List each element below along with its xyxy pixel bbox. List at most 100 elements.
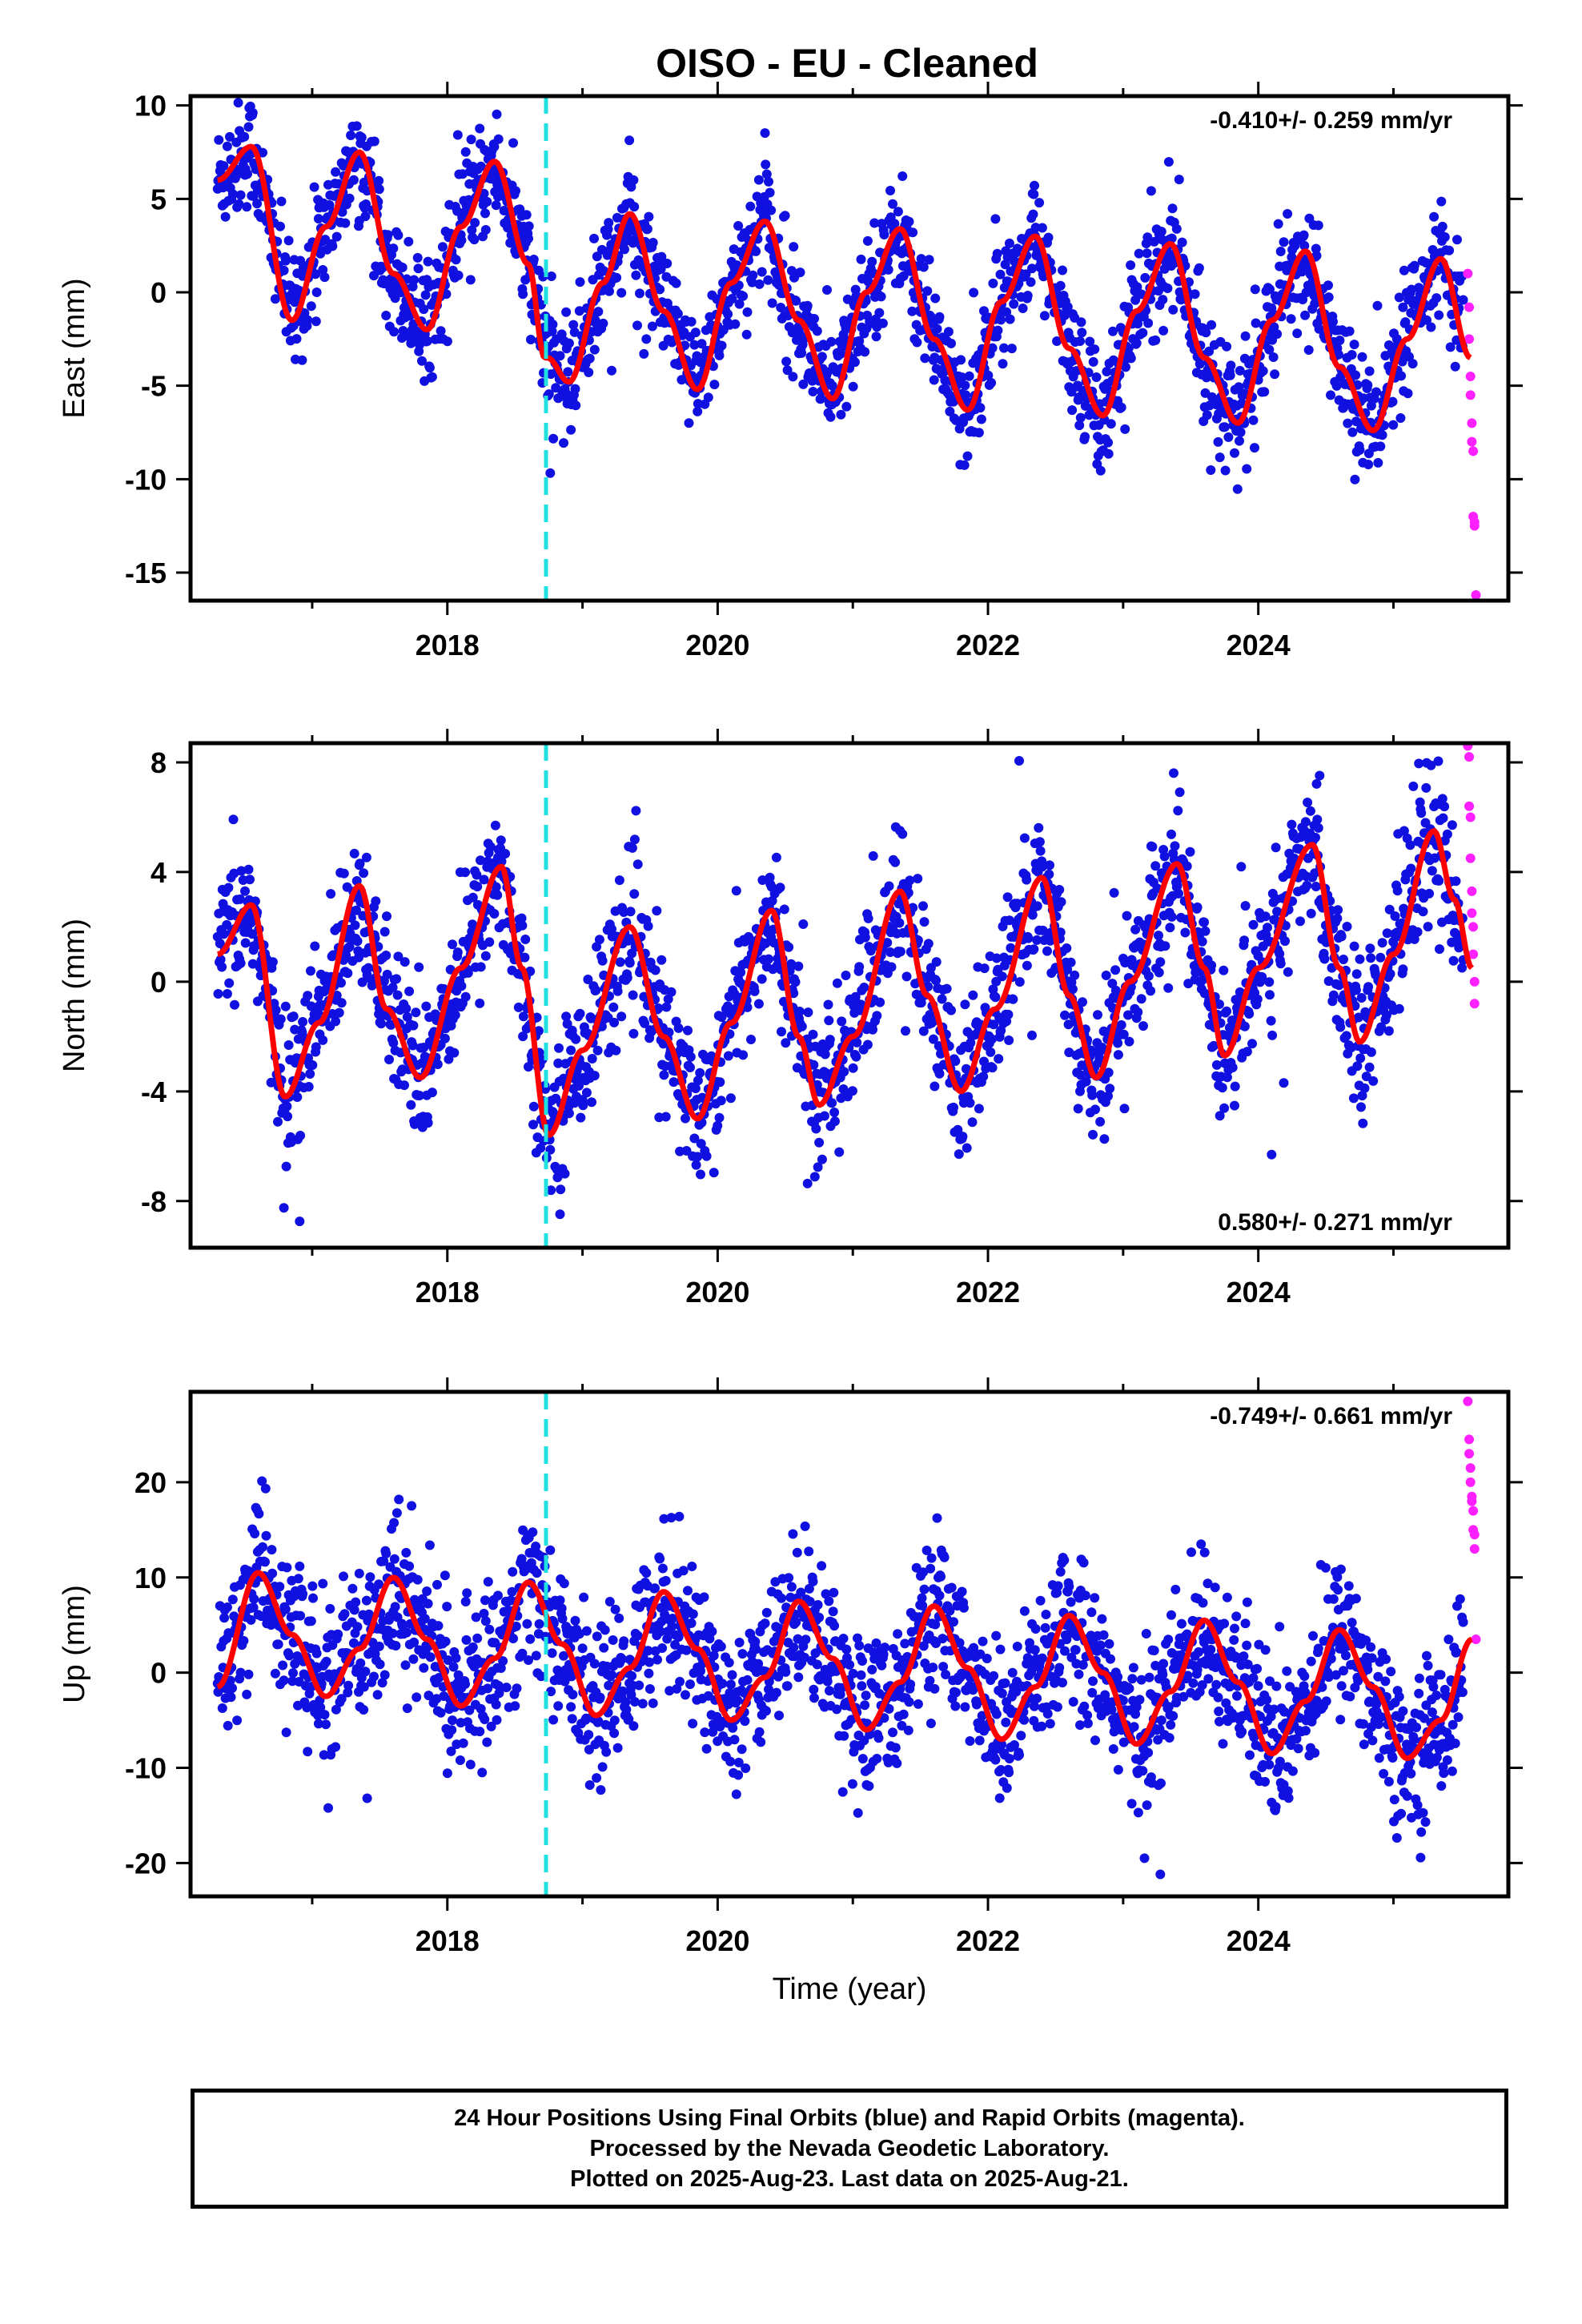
final-orbit-point: [520, 935, 531, 944]
final-orbit-point: [567, 1714, 577, 1724]
final-orbit-point: [1239, 935, 1250, 946]
final-orbit-point: [472, 882, 483, 892]
final-orbit-point: [516, 913, 527, 923]
final-orbit-point: [564, 1108, 574, 1119]
final-orbit-point: [787, 328, 797, 338]
final-orbit-point: [1225, 370, 1235, 380]
final-orbit-point: [313, 1719, 323, 1729]
rapid-orbit-point: [1468, 949, 1479, 959]
final-orbit-point: [809, 314, 819, 324]
final-orbit-point: [808, 1029, 818, 1039]
final-orbit-point: [776, 303, 786, 312]
final-orbit-point: [1163, 157, 1174, 167]
final-orbit-point: [1371, 387, 1381, 397]
final-orbit-point: [709, 1168, 719, 1178]
final-orbit-point: [965, 1098, 975, 1108]
final-orbit-point: [1454, 943, 1464, 953]
final-orbit-point: [1088, 1129, 1098, 1140]
final-orbit-point: [433, 1621, 444, 1631]
final-orbit-point: [615, 957, 625, 967]
final-orbit-point: [336, 978, 346, 988]
final-orbit-point: [420, 290, 431, 300]
final-orbit-point: [945, 406, 955, 416]
final-orbit-point: [1122, 911, 1132, 921]
final-orbit-point: [1023, 933, 1034, 943]
final-orbit-point: [547, 1648, 557, 1659]
final-orbit-point: [1168, 304, 1178, 315]
final-orbit-point: [581, 1626, 592, 1636]
final-orbit-point: [1436, 196, 1447, 207]
final-orbit-point: [992, 248, 1002, 259]
final-orbit-point: [392, 990, 403, 1000]
final-orbit-point: [376, 1019, 387, 1029]
final-orbit-point: [1142, 232, 1153, 243]
final-orbit-point: [1103, 437, 1113, 448]
final-orbit-point: [1166, 911, 1177, 922]
final-orbit-point: [716, 1096, 726, 1106]
final-orbit-point: [359, 868, 369, 879]
final-orbit-point: [1169, 768, 1178, 778]
final-orbit-point: [400, 1080, 409, 1091]
final-orbit-point: [448, 939, 457, 950]
final-orbit-point: [310, 941, 320, 951]
final-orbit-point: [1311, 251, 1322, 261]
final-orbit-point: [991, 953, 1002, 963]
final-orbit-point: [1140, 272, 1150, 283]
final-orbit-point: [871, 332, 881, 342]
final-orbit-point: [1027, 263, 1037, 274]
final-orbit-point: [283, 1040, 294, 1050]
final-orbit-point: [404, 236, 414, 247]
final-orbit-point: [714, 350, 725, 360]
final-orbit-point: [930, 293, 941, 304]
final-orbit-point: [1039, 311, 1050, 321]
final-orbit-point: [736, 967, 746, 978]
final-orbit-point: [742, 307, 753, 317]
final-orbit-point: [725, 1093, 736, 1104]
final-orbit-point: [693, 1076, 703, 1086]
final-orbit-point: [695, 1068, 705, 1078]
final-orbit-point: [1363, 380, 1373, 390]
final-orbit-point: [1377, 430, 1387, 440]
final-orbit-point: [628, 175, 639, 185]
final-orbit-point: [566, 1045, 576, 1055]
final-orbit-point: [877, 318, 888, 328]
final-orbit-point: [1414, 758, 1424, 769]
final-orbit-point: [236, 866, 247, 876]
final-orbit-point: [283, 235, 294, 246]
final-orbit-point: [492, 890, 503, 900]
final-orbit-point: [308, 1593, 318, 1603]
final-orbit-point: [1357, 1091, 1367, 1101]
rapid-orbit-point: [1469, 521, 1480, 531]
final-orbit-point: [1147, 842, 1158, 852]
final-orbit-point: [249, 1594, 259, 1604]
final-orbit-point: [598, 318, 608, 328]
final-orbit-point: [883, 264, 893, 275]
final-orbit-point: [1280, 936, 1290, 947]
final-orbit-point: [517, 920, 528, 931]
final-orbit-point: [979, 306, 989, 316]
final-orbit-point: [852, 1037, 862, 1047]
final-orbit-point: [555, 351, 565, 361]
final-orbit-point: [1150, 861, 1161, 871]
final-orbit-point: [1385, 969, 1395, 979]
final-orbit-point: [390, 1602, 400, 1612]
final-orbit-point: [826, 336, 837, 347]
final-orbit-point: [361, 852, 371, 862]
final-orbit-point: [964, 371, 974, 381]
final-orbit-point: [577, 1643, 588, 1654]
final-orbit-point: [229, 1611, 239, 1622]
final-orbit-point: [466, 135, 476, 145]
final-orbit-point: [260, 1557, 270, 1567]
final-orbit-point: [1077, 328, 1087, 338]
final-orbit-point: [1206, 465, 1216, 475]
final-orbit-point: [1431, 293, 1442, 304]
final-orbit-point: [278, 1660, 288, 1671]
final-orbit-point: [1003, 1009, 1014, 1019]
final-orbit-point: [1099, 1134, 1110, 1144]
final-orbit-point: [423, 256, 433, 267]
final-orbit-point: [374, 1641, 384, 1651]
final-orbit-point: [589, 1071, 600, 1081]
final-orbit-point: [525, 966, 536, 976]
final-orbit-point: [734, 299, 745, 309]
final-orbit-point: [1132, 282, 1142, 292]
